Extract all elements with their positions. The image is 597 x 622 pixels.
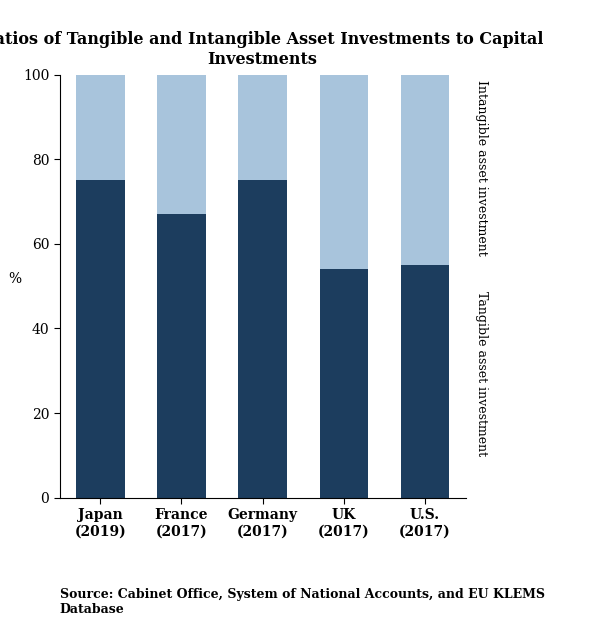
Bar xyxy=(76,180,125,498)
Bar xyxy=(401,265,450,498)
Bar xyxy=(238,180,287,498)
Text: Tangible asset investment: Tangible asset investment xyxy=(475,290,488,456)
Bar xyxy=(319,269,368,498)
Bar xyxy=(238,75,287,180)
Bar xyxy=(157,214,206,498)
Text: Intangible asset investment: Intangible asset investment xyxy=(475,80,488,256)
Bar xyxy=(401,75,450,265)
Bar xyxy=(157,75,206,214)
Bar xyxy=(76,75,125,180)
Bar xyxy=(319,75,368,269)
Text: Source: Cabinet Office, System of National Accounts, and EU KLEMS
Database: Source: Cabinet Office, System of Nation… xyxy=(60,588,544,616)
Title: Ratios of Tangible and Intangible Asset Investments to Capital
Investments: Ratios of Tangible and Intangible Asset … xyxy=(0,31,544,68)
Y-axis label: %: % xyxy=(8,272,21,286)
